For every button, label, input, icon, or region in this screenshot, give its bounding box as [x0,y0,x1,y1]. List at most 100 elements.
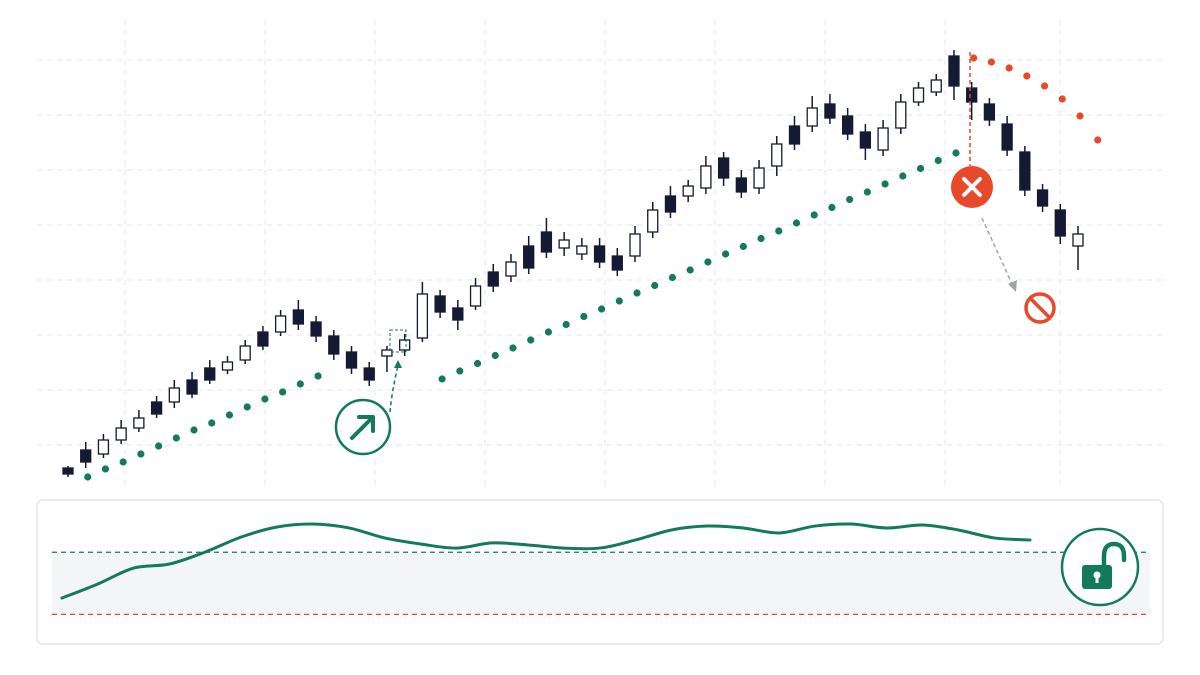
candle-body [80,449,92,463]
plot [52,50,1150,615]
candle-body [895,101,907,129]
candle-body [948,55,960,87]
candle-body [239,345,251,361]
sar-dot [261,395,269,403]
candle-body [859,131,872,149]
sar-dot [154,442,163,450]
candle-body [841,115,854,135]
sar-dot [651,281,659,290]
oscillator-line [60,522,1032,600]
candle-body [682,185,694,197]
sar-dot [544,328,553,336]
candle-body [593,245,606,263]
grid [37,20,1163,490]
sar-dot [473,359,482,368]
sar-dot [190,426,198,434]
sell-signal-icon [951,52,1056,324]
sar-dot [1040,82,1049,90]
sar-dot [810,211,818,219]
candle-body [345,351,358,369]
candle-body [363,367,375,381]
sar-dot [491,351,499,360]
sar-dot [509,344,517,352]
candle-body [328,335,340,355]
candle-body [611,255,623,271]
candle-body [204,367,216,381]
sar-dot [1058,95,1066,103]
candle-body [930,79,942,93]
unlock-icon [1060,527,1140,607]
candle-body [788,125,801,145]
sar-dot [987,58,996,66]
candle-body [717,157,730,179]
sar-dot [172,434,180,442]
candle-body [558,239,570,249]
candle-body [629,233,641,257]
sar-dot [633,289,641,297]
candle-body [1054,209,1066,237]
candle-body [133,417,145,429]
candle-body [771,143,783,167]
candle-body [576,245,588,255]
sar-dot [863,188,871,196]
sar-dot [775,227,783,235]
sar-dot [208,419,216,427]
candle-body [186,379,198,395]
candle-body [983,103,996,121]
sar-dot [686,266,694,274]
sar-dot [296,380,304,388]
sar-dot [828,203,836,212]
sar-dot [119,458,127,466]
candle-body [257,331,269,347]
sar-dot [739,242,747,251]
sar-dot [243,403,251,411]
candle-body [806,107,818,127]
candle-body [824,103,836,119]
candle-body [310,321,322,337]
candle-body [221,361,234,371]
candle-body [97,439,110,455]
sar-dot [668,273,677,282]
sar-dot [580,312,588,321]
sar-dot [314,372,322,380]
sar-dot [970,54,978,62]
candle-body [1019,151,1031,191]
buy-signal-icon [334,329,407,456]
candle-body [523,245,535,269]
candle-body [381,349,393,357]
oscillator-band [52,552,1150,615]
candle-body [505,261,517,277]
candle-body [469,285,482,307]
sar-dot [562,320,570,329]
candle-body [735,177,747,193]
candle-body [1036,189,1049,207]
sar-dot [916,164,925,173]
sar-dot [846,195,854,204]
sar-dot [597,305,606,313]
sar-dot [899,172,907,180]
sar-dot [704,258,712,266]
sar-dot [952,149,960,157]
sar-dot [934,156,942,165]
sar-dot [757,234,765,243]
sar-dot [1076,112,1084,120]
sar-dot [137,450,145,458]
sar-dot [722,250,730,258]
sar-dot [1023,72,1031,80]
sar-dot [1005,64,1013,72]
candle-body [292,309,305,325]
candle-body [168,387,180,403]
sar-dot [279,388,287,396]
candle-body [966,87,978,103]
candle-body [877,127,889,151]
candle-body [664,195,677,213]
candle-body [150,401,163,415]
candle-body [62,467,74,475]
sar-dot [225,411,234,419]
candle-body [115,427,127,441]
candle-body [1072,233,1084,247]
candle-body [700,165,712,189]
candle-body [487,271,499,287]
sar-dot [792,219,801,227]
candle-body [274,315,287,333]
